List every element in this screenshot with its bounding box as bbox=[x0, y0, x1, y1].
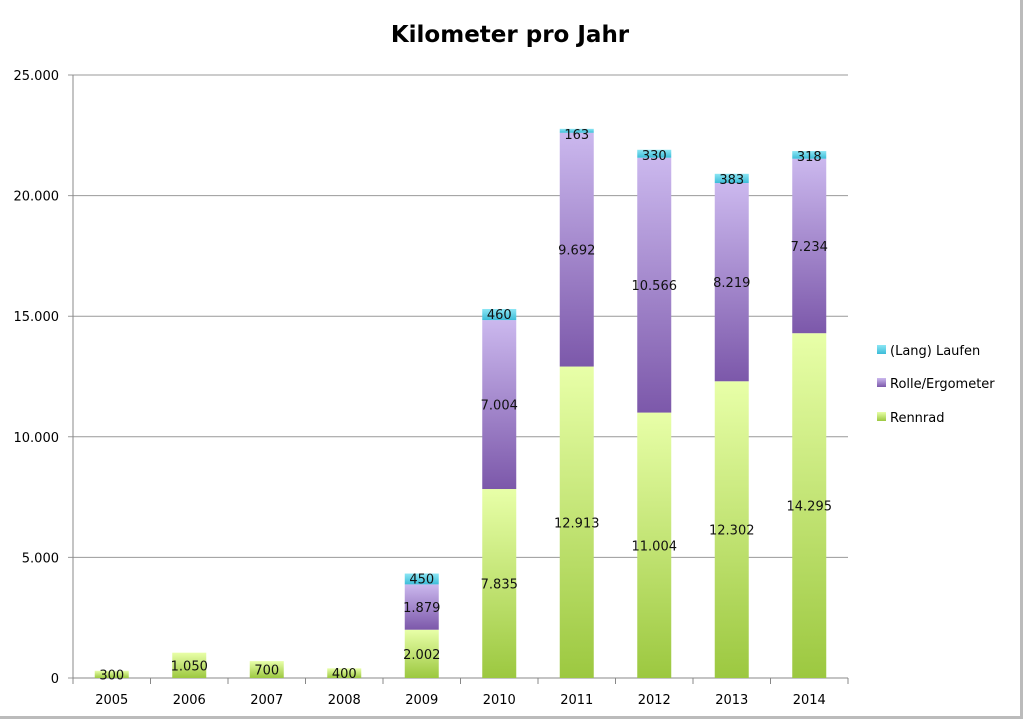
x-tick-label: 2007 bbox=[250, 693, 283, 708]
bar-rolleergometer bbox=[792, 158, 827, 334]
bar-rennrad bbox=[404, 629, 439, 678]
x-tick-label: 2014 bbox=[793, 693, 826, 708]
data-label: 330 bbox=[642, 149, 667, 164]
data-label: 7.234 bbox=[791, 240, 828, 255]
data-label: 14.295 bbox=[787, 500, 833, 515]
bar-langlaufen bbox=[482, 308, 517, 321]
data-label: 12.302 bbox=[709, 524, 755, 539]
y-tick-label: 0 bbox=[51, 672, 59, 687]
y-tick-label: 15.000 bbox=[14, 310, 60, 325]
bar-rennrad bbox=[637, 412, 672, 678]
legend-swatch bbox=[877, 412, 886, 421]
y-tick-label: 20.000 bbox=[14, 190, 60, 205]
x-tick-label: 2011 bbox=[560, 693, 593, 708]
data-label: 1.050 bbox=[171, 659, 208, 674]
data-label: 12.913 bbox=[554, 516, 600, 531]
bar-rennrad bbox=[94, 670, 129, 678]
bar-langlaufen bbox=[637, 149, 672, 158]
x-tick-label: 2008 bbox=[328, 693, 361, 708]
data-label: 11.004 bbox=[632, 539, 678, 554]
data-label: 450 bbox=[409, 573, 434, 588]
data-label: 9.692 bbox=[558, 244, 595, 259]
legend-label: Rennrad bbox=[890, 411, 945, 426]
bar-rolleergometer bbox=[637, 157, 672, 413]
bar-rennrad bbox=[559, 366, 594, 678]
bar-rennrad bbox=[482, 489, 517, 678]
data-label: 700 bbox=[254, 664, 279, 679]
bar-rennrad bbox=[792, 333, 827, 678]
y-tick-label: 25.000 bbox=[14, 69, 60, 84]
data-label: 1.879 bbox=[403, 601, 440, 616]
y-tick-label: 10.000 bbox=[14, 431, 60, 446]
bar-rennrad bbox=[172, 652, 207, 678]
bar-rolleergometer bbox=[482, 320, 517, 490]
data-label: 7.004 bbox=[481, 399, 518, 414]
x-tick-label: 2005 bbox=[95, 693, 128, 708]
legend-swatch bbox=[877, 378, 886, 387]
legend-label: (Lang) Laufen bbox=[890, 344, 980, 359]
data-label: 300 bbox=[99, 668, 124, 683]
data-label: 163 bbox=[564, 128, 589, 143]
x-tick-label: 2013 bbox=[715, 693, 748, 708]
bar-rennrad bbox=[249, 661, 284, 678]
y-tick-label: 5.000 bbox=[22, 551, 59, 566]
bar-langlaufen bbox=[404, 573, 439, 585]
data-label: 8.219 bbox=[713, 276, 750, 291]
data-label: 10.566 bbox=[632, 279, 678, 294]
bar-langlaufen bbox=[559, 128, 594, 133]
x-tick-label: 2006 bbox=[173, 693, 206, 708]
legend-label: Rolle/Ergometer bbox=[890, 377, 995, 392]
data-label: 318 bbox=[797, 150, 822, 165]
data-label: 2.002 bbox=[403, 648, 440, 663]
bar-rennrad bbox=[327, 668, 362, 678]
data-label: 400 bbox=[332, 667, 357, 682]
bar-langlaufen bbox=[792, 151, 827, 159]
chart-title: Kilometer pro Jahr bbox=[390, 22, 630, 48]
data-label: 383 bbox=[719, 173, 744, 188]
data-label: 7.835 bbox=[481, 578, 518, 593]
bar-rolleergometer bbox=[559, 132, 594, 367]
data-label: 460 bbox=[487, 308, 512, 323]
x-tick-label: 2010 bbox=[483, 693, 516, 708]
x-tick-label: 2009 bbox=[405, 693, 438, 708]
bar-rolleergometer bbox=[714, 183, 749, 382]
bar-rennrad bbox=[714, 381, 749, 678]
x-tick-label: 2012 bbox=[638, 693, 671, 708]
bar-rolleergometer bbox=[404, 584, 439, 630]
bar-langlaufen bbox=[714, 173, 749, 184]
legend-swatch bbox=[877, 345, 886, 354]
